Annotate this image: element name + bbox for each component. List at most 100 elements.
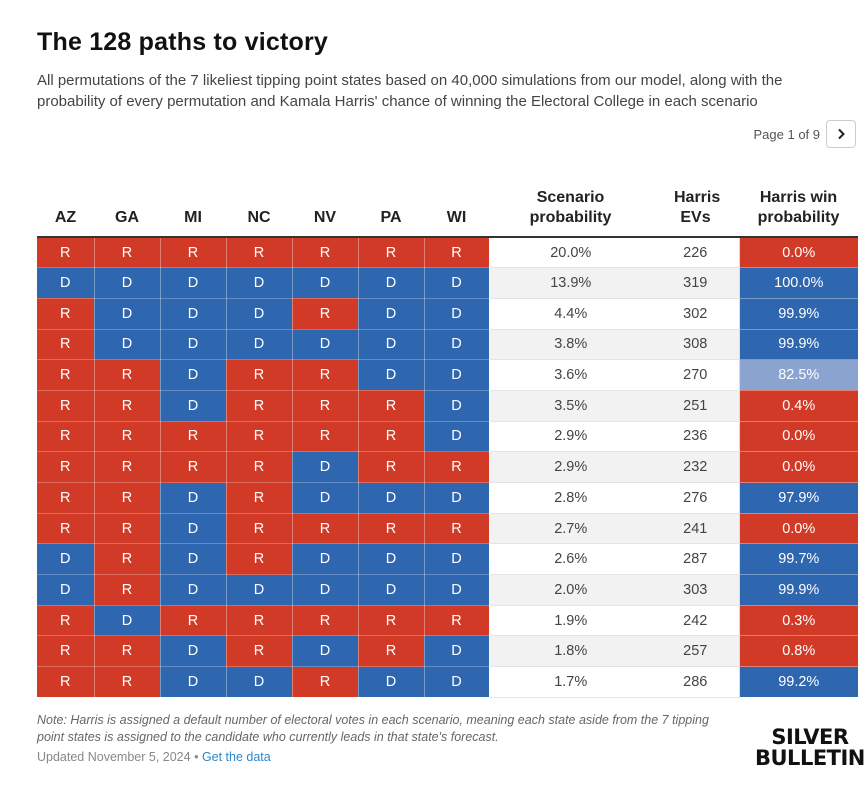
state-cell-pa: D (358, 666, 425, 698)
col-header-nc[interactable]: NC (226, 176, 292, 238)
state-cell-pa: D (358, 543, 425, 576)
harris-evs-cell: 319 (652, 267, 739, 299)
state-cell-nc: R (226, 421, 293, 453)
state-cell-az: R (37, 635, 95, 668)
win-probability-cell: 100.0% (738, 267, 858, 299)
state-cell-pa: R (358, 451, 425, 483)
table-row: R R D D R D D 1.7% 286 99.2% (37, 666, 858, 698)
scenario-probability-cell: 2.9% (489, 451, 652, 483)
state-cell-wi: D (424, 359, 490, 391)
harris-evs-cell: 226 (652, 237, 739, 269)
state-cell-az: R (37, 421, 95, 453)
col-header-harris-evs[interactable]: Harris EVs (652, 176, 739, 238)
col-header-win-probability[interactable]: Harris win probability (739, 176, 858, 238)
state-cell-mi: D (160, 543, 227, 576)
harris-evs-cell: 302 (652, 298, 739, 330)
scenario-probability-cell: 1.8% (489, 635, 652, 668)
scenario-probability-cell: 3.5% (489, 390, 652, 422)
state-cell-wi: D (424, 543, 490, 576)
scenario-probability-cell: 4.4% (489, 298, 652, 330)
state-cell-mi: D (160, 298, 227, 330)
col-header-ga[interactable]: GA (94, 176, 160, 238)
state-cell-mi: D (160, 574, 227, 606)
state-cell-mi: D (160, 666, 227, 698)
harris-evs-cell: 287 (652, 543, 739, 576)
win-probability-cell: 0.0% (738, 421, 858, 453)
state-cell-pa: R (358, 237, 425, 269)
state-cell-wi: D (424, 298, 490, 330)
table-row: D D D D D D D 13.9% 319 100.0% (37, 267, 858, 299)
scenario-probability-cell: 20.0% (489, 237, 652, 269)
harris-evs-cell: 270 (652, 359, 739, 391)
logo-line-1: SILVER (771, 725, 849, 749)
table-row: R R D R D D D 2.8% 276 97.9% (37, 482, 858, 514)
subtitle: All permutations of the 7 likeliest tipp… (37, 72, 783, 110)
state-cell-wi: D (424, 666, 490, 698)
win-probability-cell: 97.9% (738, 482, 858, 514)
state-cell-nv: R (292, 513, 359, 545)
state-cell-wi: R (424, 605, 490, 637)
state-cell-nv: D (292, 574, 359, 606)
col-header-scenario-probability[interactable]: Scenario probability (489, 176, 652, 238)
state-cell-ga: D (94, 329, 161, 361)
state-cell-pa: D (358, 574, 425, 606)
state-cell-nv: R (292, 421, 359, 453)
state-cell-ga: R (94, 482, 161, 514)
state-cell-wi: R (424, 237, 490, 269)
col-header-nv[interactable]: NV (292, 176, 358, 238)
win-probability-cell: 0.0% (738, 451, 858, 483)
state-cell-ga: D (94, 267, 161, 299)
pager-label: Page 1 of 9 (753, 127, 821, 142)
win-probability-cell: 99.9% (738, 298, 858, 330)
state-cell-az: R (37, 666, 95, 698)
state-cell-wi: D (424, 574, 490, 606)
state-cell-mi: R (160, 451, 227, 483)
state-cell-mi: D (160, 482, 227, 514)
state-cell-mi: D (160, 390, 227, 422)
state-cell-mi: D (160, 513, 227, 545)
scenario-probability-cell: 2.7% (489, 513, 652, 545)
win-probability-cell: 0.3% (738, 605, 858, 637)
state-cell-mi: D (160, 359, 227, 391)
state-cell-mi: R (160, 237, 227, 269)
footnote: Note: Harris is assigned a default numbe… (37, 713, 709, 744)
get-the-data-link[interactable]: Get the data (201, 750, 271, 764)
win-probability-cell: 99.9% (738, 329, 858, 361)
state-cell-ga: R (94, 513, 161, 545)
next-page-button[interactable] (826, 120, 856, 148)
col-header-pa[interactable]: PA (358, 176, 424, 238)
chevron-right-icon (838, 128, 845, 140)
win-probability-cell: 0.0% (738, 513, 858, 545)
state-cell-nc: D (226, 574, 293, 606)
state-cell-nv: R (292, 390, 359, 422)
scenario-probability-cell: 3.6% (489, 359, 652, 391)
page-title: The 128 paths to victory (37, 28, 328, 56)
state-cell-nv: R (292, 359, 359, 391)
state-cell-nc: D (226, 298, 293, 330)
state-cell-az: R (37, 237, 95, 269)
state-cell-nc: R (226, 451, 293, 483)
state-cell-wi: D (424, 329, 490, 361)
state-cell-mi: D (160, 635, 227, 668)
state-cell-ga: D (94, 605, 161, 637)
harris-evs-cell: 276 (652, 482, 739, 514)
state-cell-pa: R (358, 513, 425, 545)
col-header-mi[interactable]: MI (160, 176, 226, 238)
state-cell-nv: D (292, 451, 359, 483)
table-row: R R R R D R R 2.9% 232 0.0% (37, 451, 858, 483)
col-header-az[interactable]: AZ (37, 176, 94, 238)
paths-table: AZ GA MI NC NV PA WI Scenario probabilit… (37, 176, 858, 698)
state-cell-pa: D (358, 329, 425, 361)
state-cell-ga: R (94, 390, 161, 422)
col-header-wi[interactable]: WI (424, 176, 489, 238)
state-cell-az: D (37, 543, 95, 576)
state-cell-nv: R (292, 605, 359, 637)
state-cell-wi: R (424, 451, 490, 483)
harris-evs-cell: 303 (652, 574, 739, 606)
win-probability-cell: 0.8% (738, 635, 858, 668)
state-cell-nc: R (226, 605, 293, 637)
state-cell-pa: R (358, 390, 425, 422)
table-row: D R D R D D D 2.6% 287 99.7% (37, 543, 858, 576)
state-cell-nc: R (226, 237, 293, 269)
state-cell-wi: D (424, 482, 490, 514)
